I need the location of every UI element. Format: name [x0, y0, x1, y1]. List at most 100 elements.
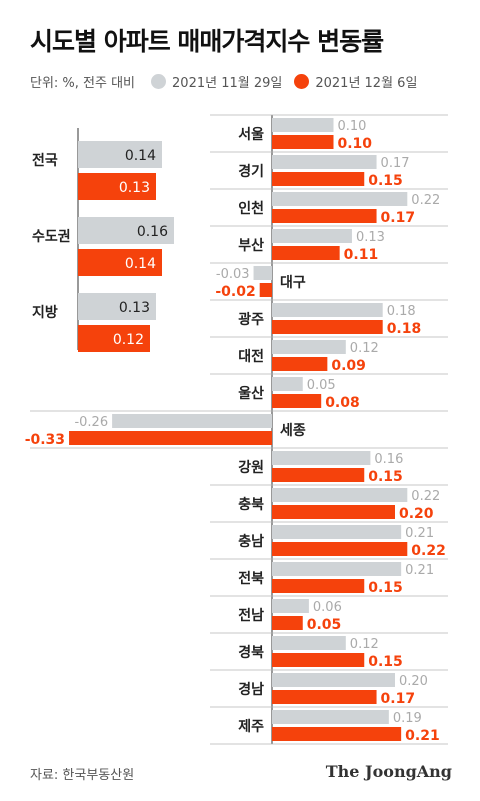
bar-curr	[69, 431, 272, 445]
category-label: 지방	[32, 304, 58, 321]
data-label-curr: 0.14	[125, 256, 156, 272]
category-label: 수도권	[32, 229, 71, 245]
bar-curr	[272, 320, 383, 334]
bar-prev	[78, 141, 162, 168]
bar-prev	[272, 118, 334, 132]
bar-prev	[272, 525, 402, 539]
data-label-prev: 0.19	[393, 711, 422, 726]
data-label-prev: 0.17	[381, 156, 410, 171]
chart-title: 시도별 아파트 매매가격지수 변동률	[30, 27, 384, 56]
data-label-curr: 0.17	[381, 210, 416, 226]
category-label: 강원	[238, 459, 264, 476]
bar-curr	[259, 283, 272, 297]
data-label-prev: 0.06	[313, 600, 342, 615]
bar-prev	[272, 673, 395, 687]
bar-prev	[272, 192, 408, 206]
data-label-curr: 0.15	[368, 580, 403, 596]
data-label-curr: 0.09	[331, 358, 366, 374]
data-label-prev: 0.22	[411, 489, 440, 504]
category-label: 대구	[280, 275, 306, 291]
category-label: 충북	[238, 497, 264, 513]
bar-curr	[272, 579, 365, 593]
data-label-curr: 0.11	[344, 247, 379, 263]
publisher-logo: The JoongAng	[325, 762, 452, 781]
data-label-curr: -0.33	[25, 432, 65, 448]
bar-curr	[272, 246, 340, 260]
legend-swatch-curr	[294, 74, 310, 89]
category-label: 부산	[238, 237, 264, 254]
bar-prev	[272, 599, 309, 613]
data-label-curr: 0.08	[325, 395, 360, 411]
data-label-prev: 0.21	[405, 526, 434, 541]
unit-label: 단위: %, 전주 대비	[30, 76, 136, 91]
bar-prev	[272, 562, 402, 576]
data-label-prev: 0.13	[356, 230, 385, 245]
category-label: 전국	[32, 152, 58, 169]
bar-curr	[272, 135, 334, 149]
bar-prev	[272, 451, 371, 465]
data-label-prev: 0.16	[374, 452, 403, 467]
category-label: 경남	[238, 681, 264, 698]
category-label: 인천	[238, 200, 264, 217]
category-label: 전북	[238, 570, 264, 587]
bar-prev	[112, 414, 272, 428]
bar-curr	[272, 505, 395, 519]
category-label: 울산	[238, 385, 264, 402]
bar-prev	[78, 217, 174, 244]
data-label-curr: 0.20	[399, 506, 434, 522]
category-label: 서울	[238, 126, 264, 143]
data-label-curr: 0.12	[113, 332, 144, 348]
bar-curr	[272, 616, 303, 630]
category-label: 광주	[238, 311, 264, 328]
data-label-prev: -0.26	[74, 415, 108, 430]
bar-curr	[272, 542, 408, 556]
data-label-curr: 0.18	[387, 321, 422, 337]
bar-prev	[253, 266, 272, 280]
bar-prev	[272, 229, 352, 243]
category-label: 세종	[280, 423, 306, 439]
data-label-curr: 0.15	[368, 469, 403, 485]
category-label: 전남	[238, 607, 264, 624]
data-label-curr: 0.15	[368, 654, 403, 670]
bar-curr	[78, 325, 150, 352]
bar-curr	[78, 249, 162, 276]
data-label-curr: 0.05	[307, 617, 342, 633]
legend-swatch-prev	[151, 74, 167, 89]
data-label-prev: -0.03	[216, 267, 250, 282]
source-note: 자료: 한국부동산원	[30, 768, 135, 783]
legend-label-curr: 2021년 12월 6일	[315, 76, 418, 91]
category-label: 경기	[238, 163, 264, 180]
bar-curr	[272, 727, 402, 741]
category-label: 경북	[238, 644, 264, 661]
data-label-prev: 0.22	[411, 193, 440, 208]
bar-curr	[272, 209, 377, 223]
bar-curr	[272, 172, 365, 186]
bar-curr	[272, 468, 365, 482]
bar-curr	[78, 173, 156, 200]
bar-prev	[272, 710, 389, 724]
bar-prev	[272, 377, 303, 391]
bar-prev	[272, 488, 408, 502]
bar-prev	[272, 155, 377, 169]
data-label-prev: 0.20	[399, 674, 428, 689]
bar-curr	[272, 357, 328, 371]
bar-prev	[272, 636, 346, 650]
bar-prev	[272, 340, 346, 354]
bar-prev	[78, 293, 156, 320]
data-label-curr: 0.21	[405, 728, 440, 744]
category-label: 충남	[238, 533, 264, 550]
data-label-curr: 0.22	[411, 543, 446, 559]
data-label-curr: 0.15	[368, 173, 403, 189]
bar-curr	[272, 653, 365, 667]
data-label-curr: 0.17	[381, 691, 416, 707]
category-label: 대전	[238, 348, 264, 365]
data-label-prev: 0.14	[125, 148, 156, 164]
category-label: 제주	[238, 719, 264, 735]
bar-prev	[272, 303, 383, 317]
data-label-prev: 0.12	[350, 637, 379, 652]
data-label-curr: 0.10	[338, 136, 373, 152]
legend: 단위: %, 전주 대비 2021년 11월 29일 2021년 12월 6일	[30, 72, 417, 91]
data-label-curr: -0.02	[215, 284, 255, 300]
bar-curr	[272, 394, 322, 408]
